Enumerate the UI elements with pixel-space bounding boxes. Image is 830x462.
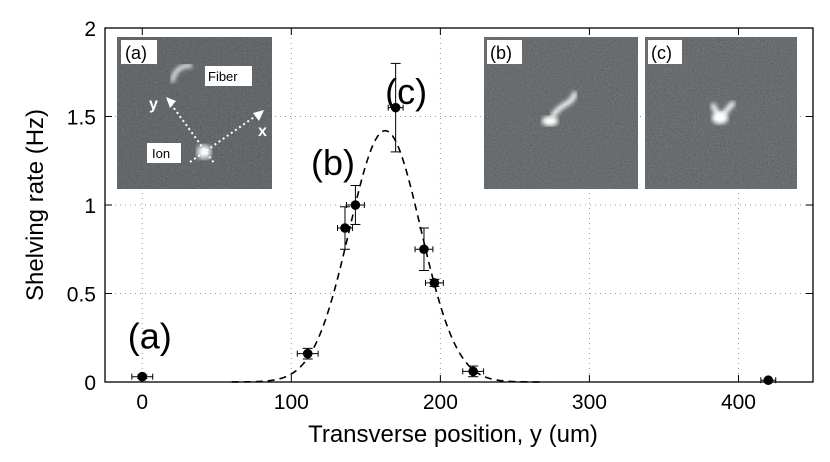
data-point-group <box>296 347 319 360</box>
point-annotation-label: (a) <box>128 315 172 356</box>
point-annotations: (a) (b) (c) <box>128 71 427 356</box>
x-tick-label: 200 <box>423 391 458 414</box>
x-tick-label: 400 <box>721 391 756 414</box>
data-point-marker <box>429 278 440 288</box>
inset-b-ion-glow <box>542 116 558 126</box>
x-tick-label: 0 <box>136 391 148 414</box>
y-tick-label: 1 <box>84 195 96 218</box>
inset-a-label-bg <box>121 40 157 64</box>
data-point-marker <box>302 348 313 359</box>
inset-b-label: (b) <box>490 43 512 63</box>
data-point-marker <box>390 102 401 113</box>
y-tick-label: 0 <box>84 372 96 395</box>
ion-glow <box>197 145 211 159</box>
ion-label: Ion <box>152 146 170 161</box>
fiber-label: Fiber <box>208 69 238 84</box>
inset-y-label: y <box>149 96 158 113</box>
data-point-group <box>414 227 434 271</box>
inset-x-label: x <box>258 123 267 140</box>
data-point-marker <box>350 200 361 210</box>
inset-b-fiber-glow <box>549 91 578 119</box>
y-arrowhead-icon <box>166 97 176 108</box>
gaussian-fit-curve <box>231 129 545 383</box>
inset-c-label: (c) <box>651 43 672 63</box>
data-point-group <box>345 185 365 225</box>
inset-a-label: (a) <box>125 43 147 63</box>
data-point-group <box>462 365 485 378</box>
data-point-marker <box>419 244 429 255</box>
data-point-group <box>131 371 154 382</box>
data-point-group <box>424 278 444 288</box>
y-tick-label: 1.5 <box>67 107 96 130</box>
fiber-label-bg <box>205 66 252 86</box>
data-point-marker <box>468 366 478 377</box>
data-point-marker <box>763 375 774 386</box>
data-points <box>131 62 777 386</box>
data-point-group <box>760 375 777 386</box>
data-point-marker <box>340 223 350 233</box>
axis-ticks: 0 100 200 300 400 0 0.5 1 1.5 2 <box>67 18 813 414</box>
point-annotation-label: (b) <box>311 142 355 183</box>
x-axis-label: Transverse position, y (um) <box>308 421 598 448</box>
data-point-group <box>387 62 404 153</box>
y-tick-label: 2 <box>84 18 96 41</box>
x-tick-label: 300 <box>572 391 607 414</box>
inset-c-image: (c) <box>645 37 797 189</box>
data-point-group <box>337 206 353 250</box>
y-tick-label: 0.5 <box>67 284 96 307</box>
inset-b-image: (b) <box>484 37 638 189</box>
ion-label-bg <box>147 143 181 163</box>
x-arrowhead-icon <box>253 110 264 121</box>
inset-c-label-bg <box>648 40 682 64</box>
x-axis-arrow <box>189 112 261 163</box>
inset-b-label-bg <box>487 40 522 64</box>
inset-a-image: (a) Fiber Ion y x <box>117 37 272 189</box>
point-annotation-label: (c) <box>385 71 427 112</box>
y-axis-label: Shelving rate (Hz) <box>22 109 49 301</box>
x-tick-label: 100 <box>274 391 309 414</box>
fiber-glow <box>170 63 193 83</box>
data-point-marker <box>137 371 148 382</box>
y-axis-arrow <box>167 99 215 164</box>
inset-c-ion-glow <box>712 112 728 124</box>
